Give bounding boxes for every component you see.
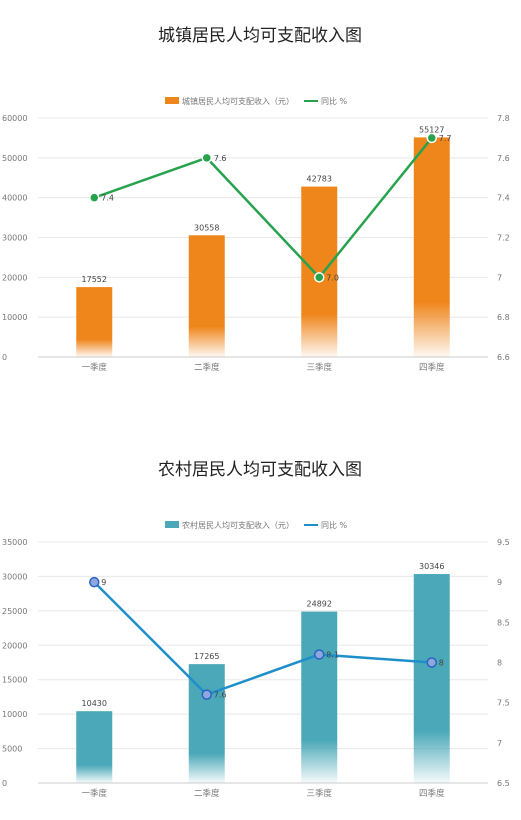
bar-value-label: 55127 — [419, 125, 444, 134]
chart-title: 农村居民人均可支配收入图 — [158, 460, 362, 480]
x-tick-label: 二季度 — [194, 362, 220, 373]
gridlines — [38, 541, 488, 784]
line-value-label: 7.4 — [101, 194, 114, 203]
line-value-label: 7.7 — [439, 134, 452, 143]
line-point — [89, 576, 100, 588]
x-tick-label: 四季度 — [419, 362, 445, 373]
legend-bar-label: 城镇居民人均可支配收入（元） — [182, 96, 294, 106]
y2-tick-label: 7.8 — [497, 114, 510, 123]
y-axis-left: 0 10000 20000 30000 40000 50000 60000 — [2, 114, 27, 362]
bar-value-label: 17265 — [194, 652, 219, 661]
legend-bar-swatch — [165, 97, 179, 104]
y2-tick-label: 7.5 — [497, 699, 510, 708]
y2-tick-label: 7 — [497, 739, 502, 748]
y-axis-right: 6.6 6.8 7 7.2 7.4 7.6 7.8 — [497, 114, 510, 362]
y2-tick-label: 7.6 — [497, 154, 510, 163]
y-tick-label: 0 — [2, 779, 7, 788]
yoy-line: 7.4 7.6 7.0 7.7 — [89, 132, 452, 283]
line-value-label: 8.1 — [326, 650, 339, 659]
y-axis-left: 0 5000 10000 15000 20000 25000 30000 35000 — [2, 538, 27, 788]
bars: 17552 30558 42783 55127 — [76, 125, 450, 357]
y-tick-label: 40000 — [2, 194, 27, 203]
y-tick-label: 30000 — [2, 234, 27, 243]
bar — [413, 574, 450, 783]
line-value-label: 7.6 — [214, 691, 227, 700]
x-axis: 一季度 二季度 三季度 四季度 — [81, 362, 445, 373]
y2-tick-label: 7.4 — [497, 194, 510, 203]
bar-value-label: 24892 — [307, 600, 332, 609]
legend-line-label: 同比 % — [321, 520, 348, 530]
y-tick-label: 60000 — [2, 114, 27, 123]
x-tick-label: 三季度 — [306, 362, 332, 373]
y-tick-label: 30000 — [2, 572, 27, 581]
line-value-label: 8 — [439, 659, 444, 668]
y-tick-label: 50000 — [2, 154, 27, 163]
y-axis-right: 6.5 7 7.5 8 8.5 9 9.5 — [497, 538, 510, 788]
y2-tick-label: 7.2 — [497, 234, 510, 243]
legend-line-label: 同比 % — [321, 96, 348, 106]
x-tick-label: 二季度 — [194, 788, 220, 799]
bar — [76, 711, 113, 783]
line-series — [93, 581, 432, 696]
x-tick-label: 四季度 — [419, 788, 445, 799]
yoy-line: 9 7.6 8.1 8 — [89, 576, 444, 700]
bars: 10430 17265 24892 30346 — [76, 562, 450, 783]
bar-value-label: 30346 — [419, 562, 444, 571]
y2-tick-label: 6.5 — [497, 779, 510, 788]
y2-tick-label: 9.5 — [497, 538, 510, 547]
bar — [188, 235, 225, 357]
x-tick-label: 一季度 — [81, 362, 107, 373]
line-point — [201, 152, 212, 164]
y-tick-label: 5000 — [2, 745, 22, 754]
x-tick-label: 三季度 — [306, 788, 332, 799]
urban-income-chart: 城镇居民人均可支配收入图 城镇居民人均可支配收入（元） 同比 % 0 10000 2… — [2, 26, 510, 373]
legend: 城镇居民人均可支配收入（元） 同比 % — [165, 96, 348, 106]
y2-tick-label: 6.8 — [497, 313, 510, 322]
line-point — [89, 192, 100, 203]
legend-bar-label: 农村居民人均可支配收入（元） — [182, 520, 294, 530]
line-value-label: 7.0 — [326, 273, 339, 282]
line-point — [426, 132, 437, 144]
y-tick-label: 0 — [2, 353, 7, 362]
y-tick-label: 20000 — [2, 273, 27, 282]
line-value-label: 7.6 — [214, 154, 227, 163]
line-point — [314, 272, 325, 283]
y-tick-label: 35000 — [2, 538, 27, 547]
y2-tick-label: 6.6 — [497, 353, 510, 362]
legend: 农村居民人均可支配收入（元） 同比 % — [165, 520, 348, 530]
bar — [301, 186, 338, 357]
y-tick-label: 20000 — [2, 641, 27, 650]
x-tick-label: 一季度 — [81, 788, 107, 799]
y-tick-label: 10000 — [2, 313, 27, 322]
bar-value-label: 17552 — [82, 275, 107, 284]
y2-tick-label: 8.5 — [497, 618, 510, 627]
bar-value-label: 30558 — [194, 223, 219, 232]
y2-tick-label: 9 — [497, 578, 502, 587]
gridlines — [38, 117, 488, 358]
line-point — [314, 649, 325, 660]
y2-tick-label: 7 — [497, 273, 502, 282]
bar — [301, 611, 338, 783]
line-value-label: 9 — [101, 578, 106, 587]
legend-bar-swatch — [165, 521, 179, 528]
bar — [413, 137, 450, 357]
x-axis: 一季度 二季度 三季度 四季度 — [81, 788, 445, 799]
rural-income-chart: 农村居民人均可支配收入图 农村居民人均可支配收入（元） 同比 % 0 5000 10… — [2, 460, 510, 799]
line-point — [426, 657, 437, 668]
line-series — [93, 137, 433, 279]
y-tick-label: 25000 — [2, 607, 27, 616]
chart-title: 城镇居民人均可支配收入图 — [158, 26, 362, 46]
bar-value-label: 10430 — [82, 699, 107, 708]
bar — [76, 287, 113, 357]
y-tick-label: 15000 — [2, 676, 27, 685]
y2-tick-label: 8 — [497, 659, 502, 668]
line-point — [201, 689, 212, 700]
bar-value-label: 42783 — [307, 175, 332, 184]
y-tick-label: 10000 — [2, 710, 27, 719]
